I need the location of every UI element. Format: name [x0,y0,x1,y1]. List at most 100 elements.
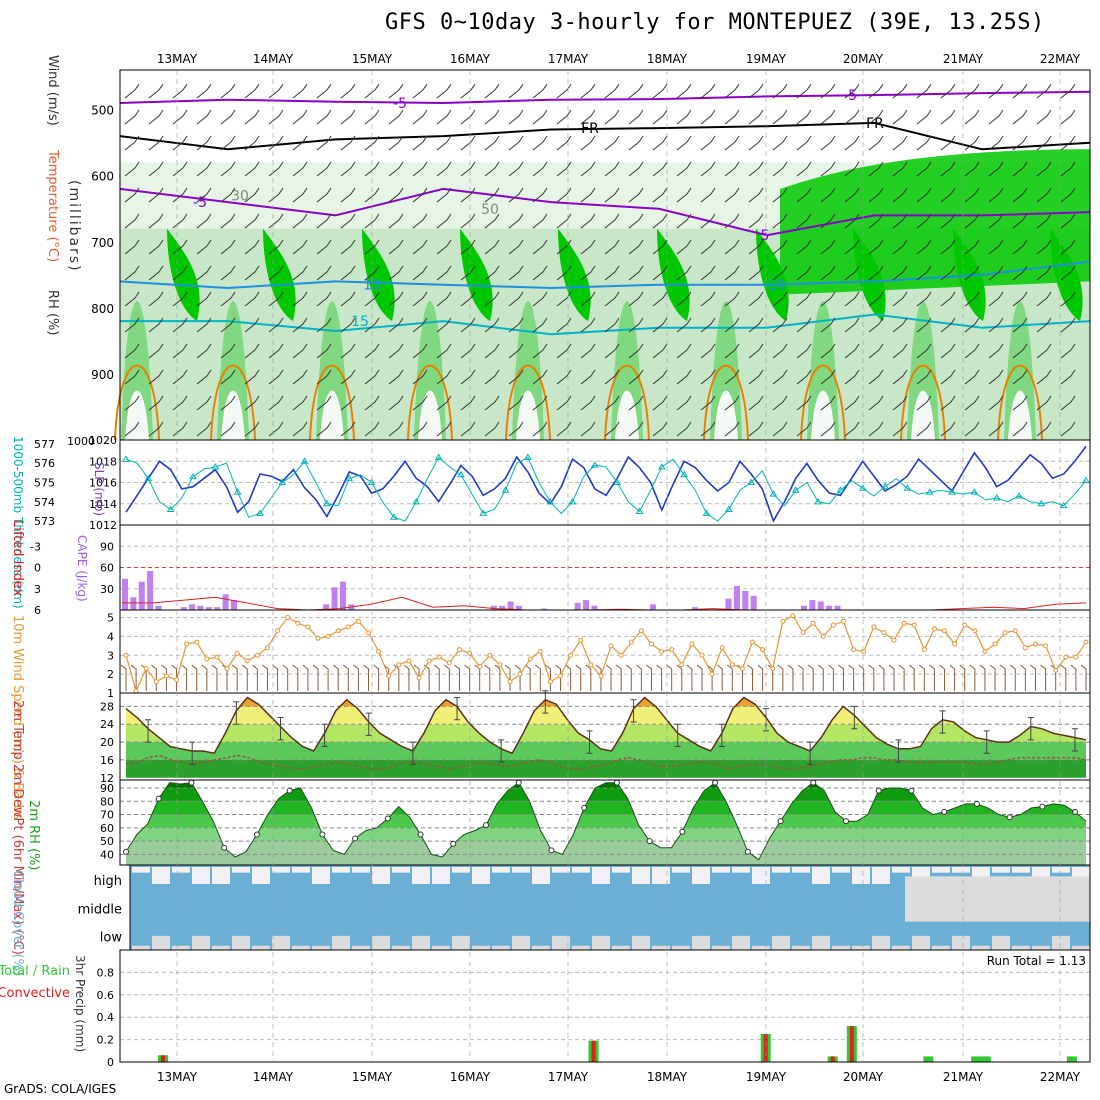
wind-barb [244,265,260,281]
wind-speed-point [1053,667,1059,673]
cloud-low-block [692,935,710,950]
cloud-low-block [192,935,210,950]
wind-barb [268,265,284,281]
wind-barb [820,343,836,359]
wind-barb [388,421,404,437]
wind-speed-point [345,624,351,630]
cloud-high-block [1012,867,1030,873]
thickness-marker [256,509,264,516]
surface-wind-barb [393,664,400,691]
wind-barb [436,395,452,411]
precip-legend-total: Total / Rain [0,964,70,979]
contour-label: 15 [351,314,369,330]
surface-wind-barb [747,664,754,691]
wind-barb [436,161,452,177]
wind-barb [292,343,308,359]
contour-label: -5 [393,96,407,112]
wind-barb [196,317,212,333]
wind-barb [460,109,476,125]
thickness-marker [122,455,130,462]
wind-barb [1060,187,1076,203]
rh-band [126,827,1086,842]
cloud-low-block [152,935,170,950]
surface-wind-barb [535,664,541,691]
wind-barb [388,83,404,99]
thickness-marker [568,497,577,505]
thickness-marker [1037,499,1046,507]
wind-barb [676,109,692,125]
wind-barb [316,369,332,385]
cloud-low-block [812,935,830,950]
wind-speed-point [305,624,311,630]
wind-barb [940,369,956,385]
wind-barb [700,369,716,385]
wind-barb [844,187,860,203]
contour-warm [210,364,256,441]
day-label-bottom: 20MAY [843,1070,884,1084]
minmax-bar [498,739,505,763]
wind-barb [940,83,956,99]
wind-barb [628,83,644,99]
surface-wind-barb [332,664,339,691]
cape-bar [339,581,346,610]
surface-wind-barb [363,664,370,691]
thickness-marker [300,457,309,464]
rh-point [483,822,489,829]
wind-barb [124,83,140,99]
wind-barb [484,213,500,229]
wind-barb [796,369,812,385]
wind-barb [268,291,284,307]
cloud-high-block [632,867,650,884]
rh-point [646,838,653,845]
wind-speed-point [517,671,523,677]
wind-barb [1060,369,1076,385]
wind-barb [220,161,236,177]
cloud-low-block [652,945,670,950]
rh-point [188,779,195,786]
wind-barb [964,187,980,203]
wind-barb [124,369,140,385]
wind-barb [676,213,692,229]
wind-speed-point [194,639,200,645]
day-label-top: 22MAY [1040,52,1081,66]
wind-speed-point [1073,654,1079,660]
wind-barb [844,291,860,307]
wind-barb [268,187,284,203]
wind-barb [580,135,596,151]
minmax-bar [277,717,284,741]
slp-axis-label: SLP (mb) [92,462,106,516]
wind-speed-point [628,639,634,645]
wind-barb [1012,239,1028,255]
wind-barb [724,343,740,359]
wind-barb [820,265,836,281]
wind-barb [292,421,308,437]
wind-barb [364,343,380,359]
wind-barb [820,317,836,333]
thickness-marker [791,486,800,493]
contour-label: -5 [193,195,207,211]
wind-barb [1012,317,1028,333]
wind-barb [868,239,884,255]
wind-speed-point [426,658,432,664]
surface-wind-barb [686,664,693,691]
wind-barb [820,135,836,151]
surface-wind-barb [353,664,359,691]
wind-barb [724,83,740,99]
rh-point [941,808,948,815]
wind-barb [988,213,1004,229]
wind-axis-label: Wind (m/s) [45,55,60,126]
cloud-low-block [312,945,330,950]
cloud-low-block [712,945,730,950]
wind-barb [844,369,860,385]
surface-wind-barb [1040,664,1047,691]
wind-barb [244,135,260,151]
cloud-low-block [392,945,410,950]
wind-barb [460,369,476,385]
pressure-tick: 800 [91,302,114,316]
wind-barb [1012,109,1028,125]
wind-speed-point [275,628,281,634]
wind-barb [292,369,308,385]
wind-barb [244,369,260,385]
wind-barb [460,291,476,307]
wind-barb [484,161,500,177]
